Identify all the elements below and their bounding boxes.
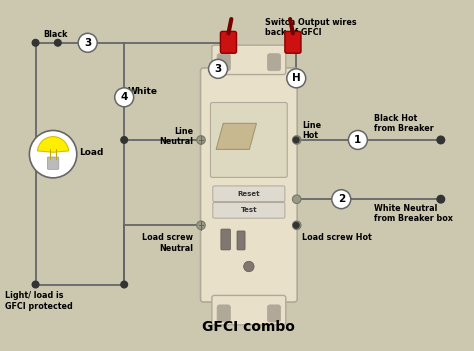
Circle shape <box>437 196 445 203</box>
FancyBboxPatch shape <box>213 186 285 201</box>
Circle shape <box>209 59 228 78</box>
FancyBboxPatch shape <box>210 102 287 177</box>
Text: Test: Test <box>240 207 257 213</box>
FancyBboxPatch shape <box>267 305 281 322</box>
Polygon shape <box>216 123 256 150</box>
Circle shape <box>121 137 128 143</box>
Text: Switch Output wires
back of GFCI: Switch Output wires back of GFCI <box>265 18 357 37</box>
Circle shape <box>287 69 306 88</box>
Circle shape <box>293 223 299 228</box>
Circle shape <box>292 136 301 144</box>
FancyBboxPatch shape <box>201 68 297 302</box>
Circle shape <box>348 131 367 150</box>
Circle shape <box>332 190 351 209</box>
Text: Load screw Hot: Load screw Hot <box>302 233 372 242</box>
FancyBboxPatch shape <box>221 229 230 250</box>
Text: Load: Load <box>79 148 103 157</box>
Text: H: H <box>292 73 301 83</box>
Text: 3: 3 <box>214 64 222 74</box>
FancyBboxPatch shape <box>220 31 237 53</box>
Circle shape <box>293 137 299 143</box>
FancyBboxPatch shape <box>212 296 286 325</box>
Circle shape <box>78 33 97 52</box>
FancyBboxPatch shape <box>213 203 285 218</box>
Text: Line
Neutral: Line Neutral <box>159 127 193 146</box>
Circle shape <box>197 221 205 230</box>
FancyBboxPatch shape <box>267 54 281 71</box>
FancyBboxPatch shape <box>237 231 245 250</box>
FancyBboxPatch shape <box>47 157 59 169</box>
Text: Load screw
Neutral: Load screw Neutral <box>142 233 193 253</box>
Circle shape <box>115 88 134 107</box>
Text: Light/ load is
GFCI protected: Light/ load is GFCI protected <box>5 291 73 311</box>
Circle shape <box>32 39 39 46</box>
FancyBboxPatch shape <box>217 54 230 71</box>
Circle shape <box>292 221 301 230</box>
FancyBboxPatch shape <box>217 305 230 322</box>
FancyBboxPatch shape <box>285 31 301 53</box>
Circle shape <box>55 39 61 46</box>
Text: 3: 3 <box>84 38 91 48</box>
Circle shape <box>29 131 77 178</box>
Text: Reset: Reset <box>237 191 260 197</box>
Text: Black Hot
from Breaker: Black Hot from Breaker <box>374 114 434 133</box>
Text: 4: 4 <box>120 92 128 102</box>
Text: 2: 2 <box>337 194 345 204</box>
Circle shape <box>32 281 39 288</box>
Circle shape <box>219 307 228 315</box>
Circle shape <box>121 281 128 288</box>
Circle shape <box>197 136 205 144</box>
Text: Black: Black <box>44 30 68 39</box>
Text: GFCI combo: GFCI combo <box>202 320 295 334</box>
Text: White: White <box>128 87 158 96</box>
Circle shape <box>244 261 254 272</box>
Text: White Neutral
from Breaker box: White Neutral from Breaker box <box>374 204 453 223</box>
Text: 1: 1 <box>354 135 362 145</box>
FancyBboxPatch shape <box>212 45 286 74</box>
Circle shape <box>437 136 445 144</box>
Circle shape <box>292 195 301 204</box>
Text: Line
Hot: Line Hot <box>302 121 321 140</box>
Circle shape <box>270 307 278 315</box>
Wedge shape <box>37 137 69 152</box>
